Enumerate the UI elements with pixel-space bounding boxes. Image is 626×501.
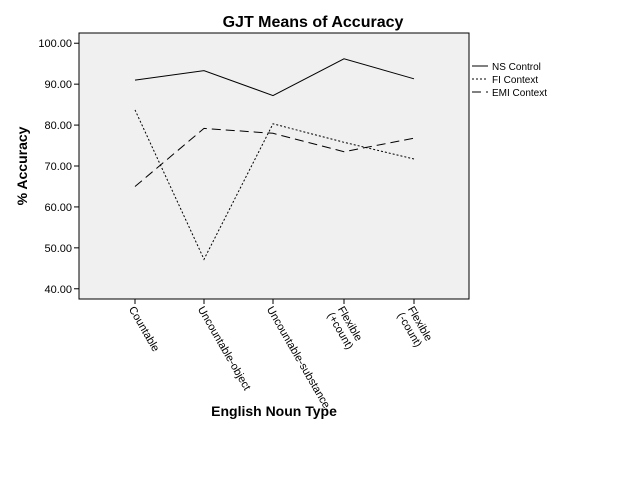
x-tick-label-line: Countable (126, 305, 161, 354)
y-tick-label: 60.00 (44, 202, 72, 214)
x-axis: Countable Uncountable-object Uncountable-s… (126, 299, 434, 411)
y-axis-title: % Accuracy (14, 126, 30, 205)
y-tick-label: 40.00 (44, 284, 72, 296)
y-tick-label: 80.00 (44, 120, 72, 132)
series-line (134, 58, 415, 97)
plot-area (78, 32, 470, 300)
x-tick-label: Flexible(+count) (325, 305, 365, 352)
y-tick-label: 90.00 (44, 79, 72, 91)
x-tick-label: Uncountable-object (195, 305, 253, 393)
y-tick-label: 70.00 (44, 161, 72, 173)
x-tick-label: Uncountable-substance (264, 305, 332, 411)
chart-title: GJT Means of Accuracy (223, 14, 404, 31)
legend-label: FI Context (492, 75, 538, 86)
series-line (134, 109, 415, 261)
series-line (134, 127, 415, 187)
y-axis: 40.00 50.00 60.00 70.00 80.00 90.00 100.00 (38, 38, 79, 296)
x-tick-label: Flexible(-count) (395, 305, 435, 350)
y-tick-label: 100.00 (38, 38, 72, 50)
x-tick-label: Countable (126, 305, 161, 354)
legend-label: EMI Context (492, 88, 547, 99)
x-tick-label-line: Uncountable-substance (264, 305, 332, 411)
x-tick-label-line: Uncountable-object (195, 305, 253, 393)
series-lines (134, 58, 415, 261)
x-axis-title: English Noun Type (211, 403, 337, 419)
y-tick-label: 50.00 (44, 243, 72, 255)
legend-label: NS Control (492, 62, 541, 73)
legend: NS Control FI Context EMI Context (472, 62, 547, 99)
